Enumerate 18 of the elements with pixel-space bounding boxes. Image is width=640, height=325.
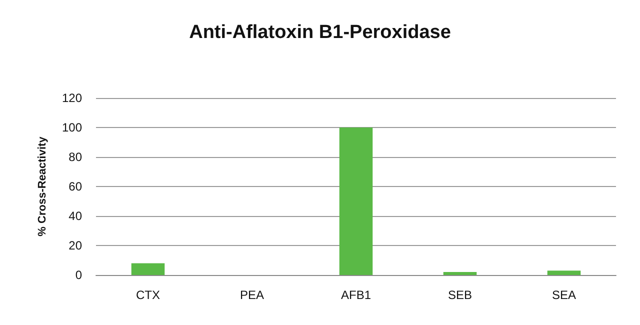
x-tick-label: CTX xyxy=(136,288,160,302)
y-tick-label: 60 xyxy=(68,180,82,194)
bar xyxy=(547,270,581,275)
y-tick-label: 20 xyxy=(68,238,82,252)
y-tick-label: 120 xyxy=(62,91,82,105)
chart-title: Anti-Aflatoxin B1-Peroxidase xyxy=(189,22,451,43)
x-tick-label: SEA xyxy=(552,288,576,302)
y-tick-label: 0 xyxy=(75,268,82,282)
y-axis-title: % Cross-Reactivity xyxy=(36,136,48,236)
bar xyxy=(339,128,373,275)
x-tick-label: PEA xyxy=(240,288,264,302)
y-tick-label: 40 xyxy=(68,209,82,223)
x-tick-label: SEB xyxy=(448,288,472,302)
x-tick-label: AFB1 xyxy=(340,288,372,302)
y-tick-label: 80 xyxy=(68,150,82,164)
bar xyxy=(443,272,477,275)
y-tick-label: 100 xyxy=(62,120,82,134)
bar xyxy=(131,263,165,275)
